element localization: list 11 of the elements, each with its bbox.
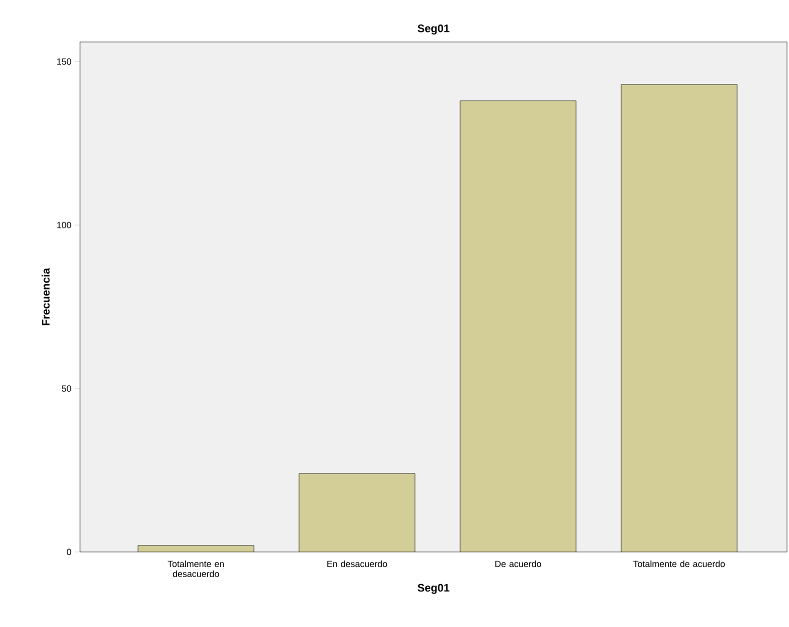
y-axis-title: Frecuencia [42, 268, 50, 326]
x-tick-label: Totalmente de acuerdo [633, 560, 725, 568]
x-tick-label: Totalmente en desacuerdo [168, 560, 224, 578]
y-tick-label: 100 [57, 222, 72, 228]
y-tick-label: 50 [62, 385, 72, 392]
chart-title: Seg01 [418, 24, 450, 34]
y-tick-label: 150 [57, 58, 72, 65]
x-axis-title: Seg01 [418, 584, 450, 594]
y-tick-label: 0 [66, 548, 72, 556]
x-tick-label: De acuerdo [495, 560, 542, 568]
x-tick-label: En desacuerdo [327, 560, 388, 568]
